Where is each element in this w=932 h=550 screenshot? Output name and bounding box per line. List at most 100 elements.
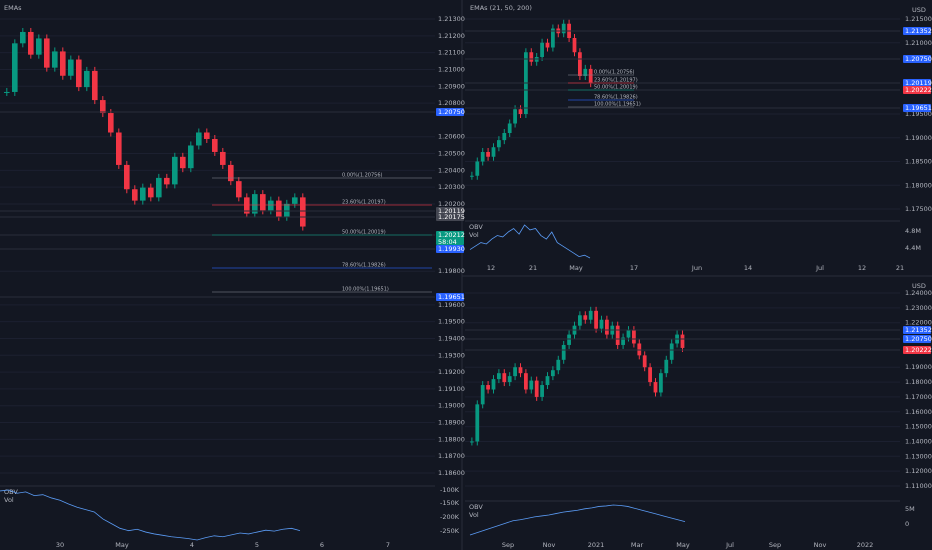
tag-box — [903, 27, 931, 35]
time-label: 21 — [529, 264, 537, 272]
candle — [100, 100, 106, 114]
candle — [164, 177, 170, 185]
price-tag: 1.20119 — [903, 79, 932, 87]
tag-box — [903, 326, 931, 334]
candle — [567, 334, 571, 345]
candle — [36, 38, 42, 55]
price-label: 1.20800 — [438, 99, 465, 107]
tag-box — [903, 335, 931, 343]
candle — [52, 51, 58, 68]
price-label: 1.20500 — [438, 150, 465, 158]
candle — [212, 138, 218, 152]
candle — [572, 38, 577, 53]
price-label: 1.18800 — [438, 435, 465, 443]
candle — [470, 175, 474, 177]
legend: EMAs — [4, 4, 22, 12]
candle — [140, 187, 146, 201]
time-label: May — [676, 541, 690, 549]
candle — [648, 367, 652, 383]
price-label: 1.18600 — [438, 469, 465, 477]
price-label: 1.23000 — [905, 304, 932, 312]
tag-box — [436, 108, 464, 116]
candle — [497, 373, 501, 380]
time-label: Sep — [769, 541, 781, 549]
price-tag: 1.20222 — [903, 346, 932, 354]
time-label: 6 — [320, 541, 324, 549]
tag-box — [903, 346, 931, 354]
time-label: 30 — [56, 541, 64, 549]
tag-label: 1.21352 — [905, 326, 932, 334]
tag-label: 1.19651 — [905, 104, 932, 112]
time-label: May — [115, 541, 129, 549]
candle — [480, 385, 485, 405]
time-label: 5 — [255, 541, 259, 549]
candle — [653, 382, 658, 393]
candle — [44, 38, 50, 68]
price-label: 1.21000 — [438, 65, 465, 73]
price-label: 1.20600 — [438, 133, 465, 141]
candle — [637, 343, 642, 356]
obv-title: OBV — [469, 503, 483, 511]
price-label: 1.18000 — [905, 378, 932, 386]
time-label: 12 — [858, 264, 866, 272]
candle — [132, 189, 138, 201]
price-label: 1.19600 — [438, 301, 465, 309]
candle — [518, 367, 523, 374]
candle — [480, 152, 485, 162]
tag-box — [436, 293, 464, 301]
price-tag: 1.19930 — [436, 245, 465, 253]
price-label: 1.19400 — [438, 334, 465, 342]
candle — [475, 161, 480, 176]
price-label: 1.19000 — [438, 402, 465, 410]
candle — [599, 319, 604, 329]
tag-label: 1.20750 — [438, 108, 465, 116]
currency: USD — [912, 6, 926, 14]
price-label: 1.21500 — [905, 15, 932, 23]
price-label: 1.19300 — [438, 351, 465, 359]
tag-box — [436, 213, 464, 221]
price-label: 1.21100 — [438, 49, 465, 57]
candle — [284, 203, 290, 217]
tag-label: 1.20750 — [905, 335, 932, 343]
candle — [513, 367, 517, 377]
price-label: 1.17500 — [905, 205, 932, 213]
candle — [507, 376, 512, 383]
price-label: 1.19100 — [438, 385, 465, 393]
time-label: Nov — [543, 541, 556, 549]
price-tag: 1.20175 — [436, 213, 465, 221]
candle — [148, 187, 154, 198]
obv-line — [0, 489, 301, 541]
price-tag: 1.21352 — [903, 326, 932, 334]
candle — [545, 376, 550, 386]
price-label: 1.16000 — [905, 408, 932, 416]
vol-title: Vol — [469, 231, 479, 239]
tag-label: 1.20222 — [905, 86, 932, 94]
candle — [583, 315, 588, 320]
price-label: 1.19500 — [438, 318, 465, 326]
fib-label: 0.00%(1.20756) — [342, 173, 383, 179]
candle — [276, 200, 282, 217]
candle — [196, 132, 202, 146]
candle — [561, 23, 566, 34]
price-tag: 1.20750 — [903, 55, 932, 63]
time-label: 21 — [896, 264, 904, 272]
candle — [561, 344, 566, 360]
price-tag: 1.20750 — [436, 108, 465, 116]
obv-line — [469, 504, 686, 536]
candle — [534, 380, 539, 397]
candle — [664, 359, 669, 374]
candle — [68, 59, 74, 76]
tag-label: 1.19930 — [438, 245, 465, 253]
candle — [605, 319, 609, 335]
candle — [220, 151, 226, 165]
candle — [4, 91, 10, 93]
legend: EMAs (21, 50, 200) — [470, 4, 532, 12]
tag-box — [903, 86, 931, 94]
candle — [588, 310, 593, 320]
candle — [188, 145, 194, 169]
candle — [578, 52, 582, 76]
obv-title: OBV — [469, 223, 483, 231]
time-label: Nov — [814, 541, 827, 549]
time-label: 12 — [487, 264, 495, 272]
